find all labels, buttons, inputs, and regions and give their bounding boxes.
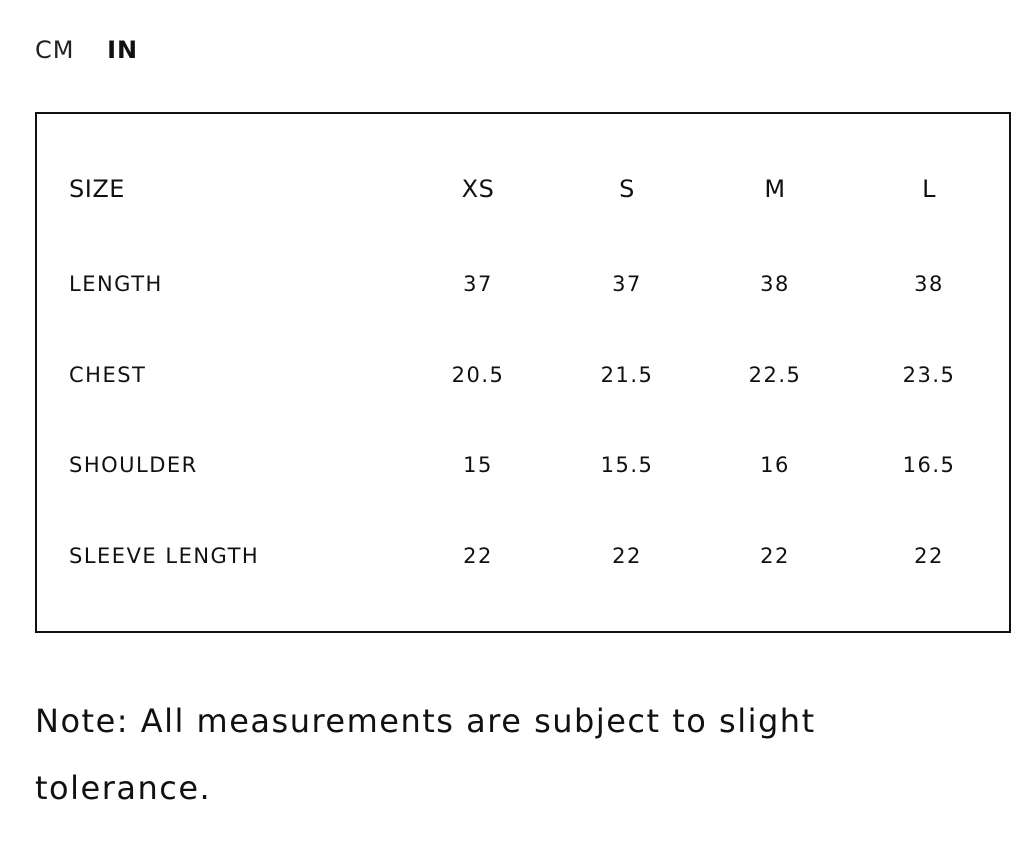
table-header-row: SIZE XS S M L xyxy=(37,169,1009,209)
unit-toggle: CM IN xyxy=(35,36,162,64)
row-value: 37 xyxy=(463,272,493,296)
row-value: 23.5 xyxy=(902,363,956,387)
size-chart-table: SIZE XS S M L LENGTH 37 37 38 38 CHEST 20.5 21.… xyxy=(35,112,1011,633)
row-value: 22 xyxy=(612,544,642,568)
row-value: 22 xyxy=(914,544,944,568)
header-size-m: M xyxy=(764,175,786,203)
row-value: 15.5 xyxy=(600,453,654,477)
table-row: LENGTH 37 37 38 38 xyxy=(37,264,1009,304)
header-size-xs: XS xyxy=(461,175,495,203)
row-value: 16.5 xyxy=(902,453,956,477)
row-value: 15 xyxy=(463,453,493,477)
table-row: CHEST 20.5 21.5 22.5 23.5 xyxy=(37,355,1009,395)
row-label: SLEEVE LENGTH xyxy=(69,544,260,568)
header-size-l: L xyxy=(922,175,936,203)
row-value: 22.5 xyxy=(748,363,802,387)
table-row: SLEEVE LENGTH 22 22 22 22 xyxy=(37,536,1009,576)
row-value: 20.5 xyxy=(451,363,505,387)
row-value: 37 xyxy=(612,272,642,296)
tolerance-note: Note: All measurements are subject to sl… xyxy=(35,702,816,807)
unit-in-button[interactable]: IN xyxy=(107,36,139,64)
row-label: CHEST xyxy=(69,363,147,387)
header-label: SIZE xyxy=(69,175,125,203)
row-label: LENGTH xyxy=(69,272,163,296)
row-value: 21.5 xyxy=(600,363,654,387)
row-value: 38 xyxy=(760,272,790,296)
row-value: 38 xyxy=(914,272,944,296)
row-value: 22 xyxy=(463,544,493,568)
row-label: SHOULDER xyxy=(69,453,198,477)
unit-cm-button[interactable]: CM xyxy=(35,36,75,64)
table-row: SHOULDER 15 15.5 16 16.5 xyxy=(37,445,1009,485)
header-size-s: S xyxy=(619,175,635,203)
row-value: 16 xyxy=(760,453,790,477)
row-value: 22 xyxy=(760,544,790,568)
